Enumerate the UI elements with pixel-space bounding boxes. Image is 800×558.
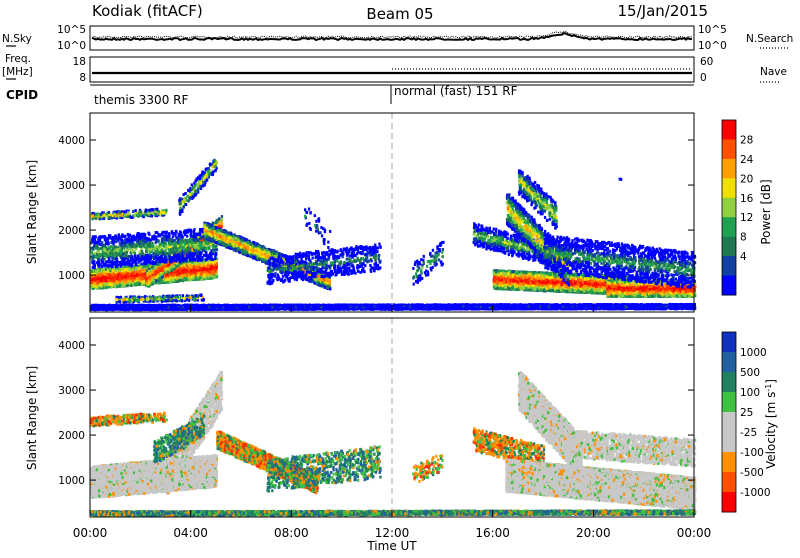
colorbar-swatch	[722, 452, 736, 473]
colorbar-tick-label: 1000	[740, 347, 767, 359]
colorbar-swatch	[722, 139, 736, 159]
freq-left-tick-bottom: 8	[79, 72, 86, 84]
y-tick-label: 2000	[58, 225, 85, 237]
noise-right-tick-top: 10^5	[698, 24, 727, 36]
freq-label: Freq.	[5, 53, 31, 65]
colorbar-swatch	[722, 392, 736, 413]
colorbar-tick-label: 16	[740, 193, 754, 205]
nsky-label: N.Sky	[2, 33, 32, 45]
nave-label: Nave	[760, 66, 787, 78]
freq-left-tick-top: 18	[73, 56, 86, 68]
radar-title: Kodiak (fitACF)	[92, 2, 203, 20]
colorbar-swatch	[722, 412, 736, 433]
noise-search-series	[92, 31, 692, 38]
colorbar-swatch	[722, 120, 736, 140]
colorbar-tick-label: 28	[740, 134, 753, 146]
noise-left-tick-bottom: 10^0	[57, 40, 86, 52]
colorbar-tick-label: -100	[740, 447, 764, 459]
x-tick-label: 00:00	[677, 526, 712, 540]
colorbar-tick-label: 20	[740, 173, 753, 185]
colorbar-swatch	[722, 217, 736, 237]
power-colorbar: 28 24 20 16 12 8 4	[722, 120, 754, 296]
colorbar-tick-label: 4	[740, 251, 747, 263]
colorbar-tick-label: 500	[740, 367, 760, 379]
freq-unit-label: [MHz]	[2, 66, 33, 78]
y-tick-label: 3000	[58, 385, 85, 397]
cpid-label: CPID	[6, 88, 38, 102]
colorbar-swatch	[722, 159, 736, 179]
colorbar-tick-label: 24	[740, 154, 754, 166]
colorbar-swatch	[722, 472, 736, 493]
nsearch-label: N.Search	[746, 33, 793, 45]
velocity-colorbar-label: Velocity [m s-1]	[764, 379, 778, 469]
colorbar-tick-label: -500	[740, 467, 764, 479]
colorbar-swatch	[722, 432, 736, 453]
y-tick-label: 4000	[58, 135, 85, 147]
colorbar-tick-label: 25	[740, 407, 753, 419]
beam-title: Beam 05	[366, 5, 433, 23]
colorbar-swatch	[722, 332, 736, 353]
y-tick-label: 1000	[58, 270, 85, 282]
x-tick-label: 04:00	[173, 526, 208, 540]
y-tick-label: 4000	[58, 340, 85, 352]
power-colorbar-label: Power [dB]	[759, 179, 773, 244]
colorbar-swatch	[722, 352, 736, 373]
noise-right-tick-bottom: 10^0	[698, 40, 727, 52]
x-axis-title: Time UT	[366, 539, 417, 553]
colorbar-tick-label: -1000	[740, 487, 771, 499]
colorbar-swatch	[722, 237, 736, 257]
nave-right-tick-bottom: 0	[700, 72, 707, 84]
colorbar-swatch	[722, 276, 736, 296]
y-tick-label: 3000	[58, 180, 85, 192]
date-title: 15/Jan/2015	[618, 2, 709, 20]
colorbar-swatch	[722, 198, 736, 218]
cpid-mode-2: normal (fast) 151 RF	[394, 84, 518, 98]
colorbar-tick-label: 12	[740, 212, 753, 224]
colorbar-tick-label: 8	[740, 232, 747, 244]
velocity-y-label: Slant Range [km]	[25, 366, 39, 470]
x-tick-label: 16:00	[475, 526, 510, 540]
nave-right-tick-top: 60	[700, 56, 713, 68]
y-tick-label: 2000	[58, 430, 85, 442]
colorbar-swatch	[722, 372, 736, 393]
colorbar-swatch	[722, 492, 736, 513]
x-tick-label: 00:00	[73, 526, 108, 540]
x-tick-label: 08:00	[274, 526, 309, 540]
x-tick-label: 20:00	[576, 526, 611, 540]
colorbar-tick-label: 100	[740, 387, 760, 399]
x-tick-label: 12:00	[375, 526, 410, 540]
y-tick-label: 1000	[58, 475, 85, 487]
noise-left-tick-top: 10^5	[57, 24, 86, 36]
power-y-label: Slant Range [km]	[25, 160, 39, 264]
colorbar-tick-label: -25	[740, 427, 757, 439]
cpid-mode-1: themis 3300 RF	[94, 93, 188, 107]
colorbar-swatch	[722, 256, 736, 276]
colorbar-swatch	[722, 178, 736, 198]
